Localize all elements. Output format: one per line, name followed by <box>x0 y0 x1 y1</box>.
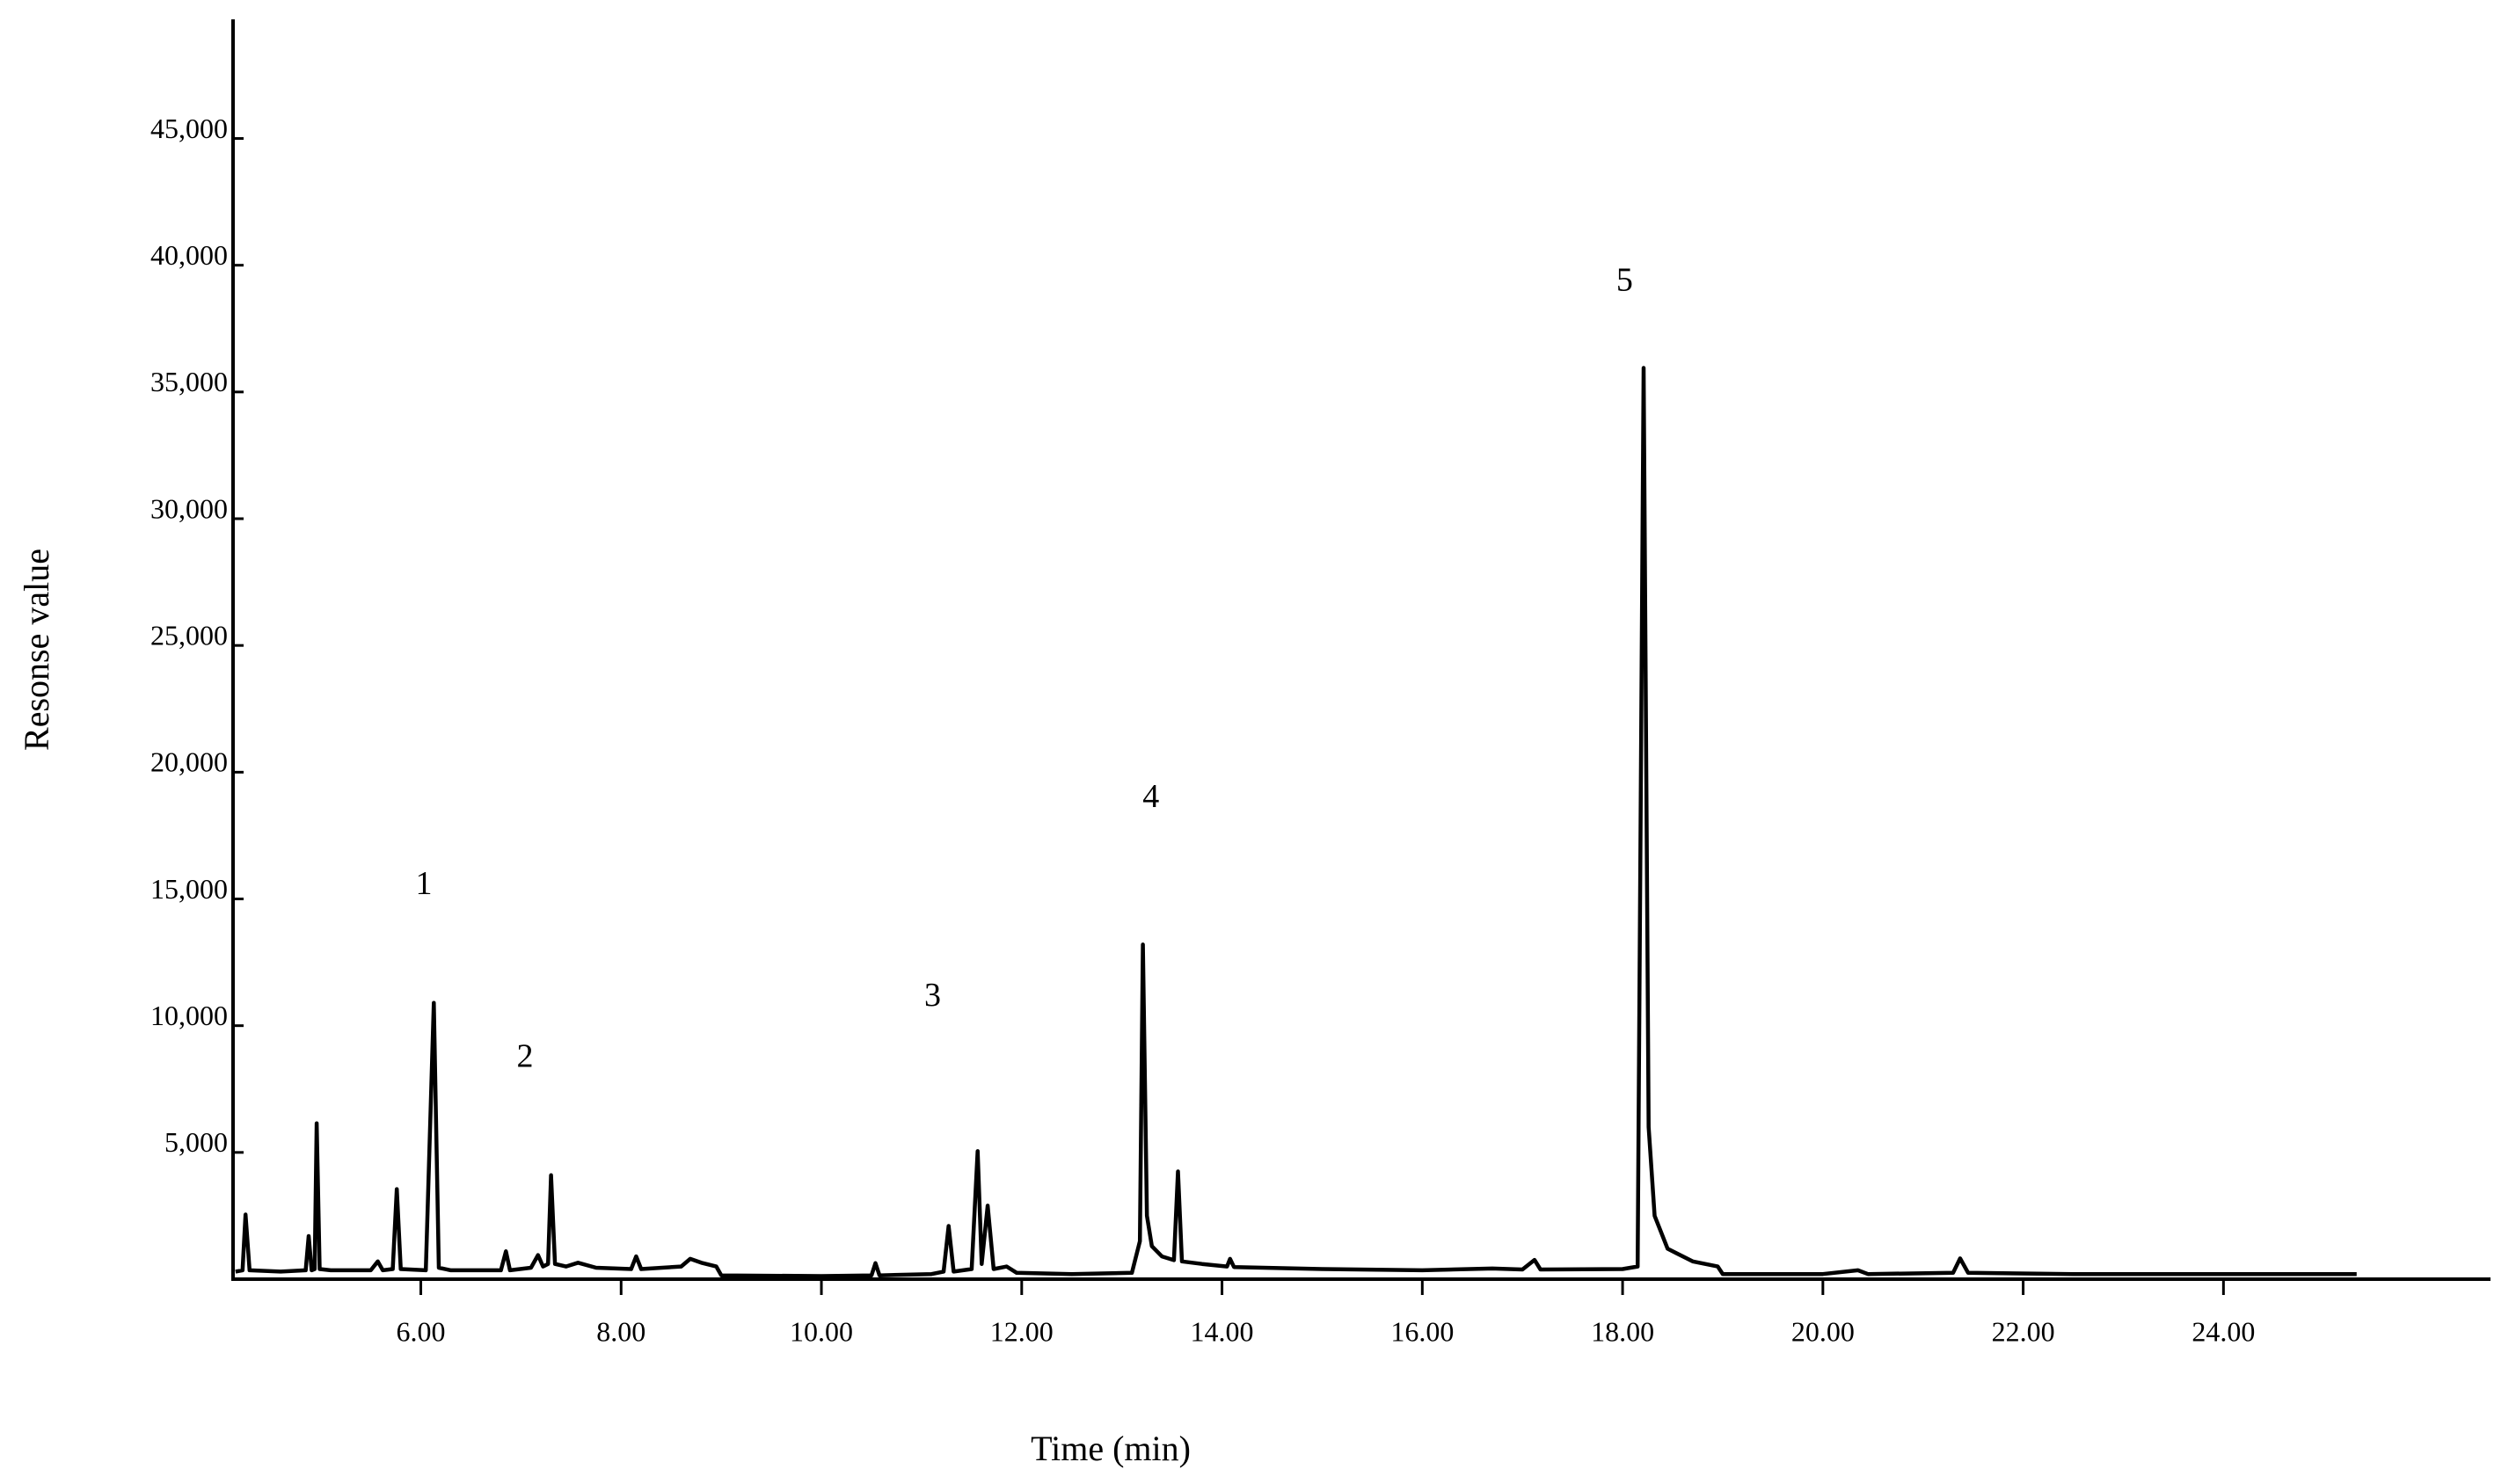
x-axis-title: Time (min) <box>1031 1429 1191 1468</box>
peak-annotation: 5 <box>1616 262 1633 299</box>
y-tick-label: 35,000 <box>150 366 228 397</box>
chromatogram-line <box>235 366 2357 1278</box>
x-tick-label: 24.00 <box>2191 1315 2255 1347</box>
x-tick-label: 18.00 <box>1591 1315 1654 1347</box>
peak-annotation: 1 <box>415 865 432 902</box>
x-tick-label: 14.00 <box>1191 1315 1254 1347</box>
y-tick-label: 45,000 <box>150 113 228 144</box>
x-tick-label: 20.00 <box>1791 1315 1855 1347</box>
x-tick-label: 16.00 <box>1390 1315 1454 1347</box>
x-tick-label: 12.00 <box>990 1315 1054 1347</box>
y-tick-label: 30,000 <box>150 492 228 524</box>
y-tick-label: 15,000 <box>150 873 228 905</box>
peak-annotation: 4 <box>1142 778 1159 815</box>
y-tick-label: 40,000 <box>150 239 228 271</box>
y-tick-label: 25,000 <box>150 620 228 651</box>
x-tick-label: 6.00 <box>397 1315 446 1347</box>
y-tick-label: 20,000 <box>150 746 228 778</box>
y-axis-title: Resonse value <box>17 549 56 751</box>
x-tick-label: 22.00 <box>1992 1315 2055 1347</box>
peak-annotation: 2 <box>516 1038 533 1075</box>
x-tick-label: 10.00 <box>790 1315 853 1347</box>
y-tick-label: 10,000 <box>150 1000 228 1031</box>
x-tick-label: 8.00 <box>596 1315 645 1347</box>
y-tick-label: 5,000 <box>164 1126 228 1158</box>
peak-annotation: 3 <box>924 977 941 1014</box>
